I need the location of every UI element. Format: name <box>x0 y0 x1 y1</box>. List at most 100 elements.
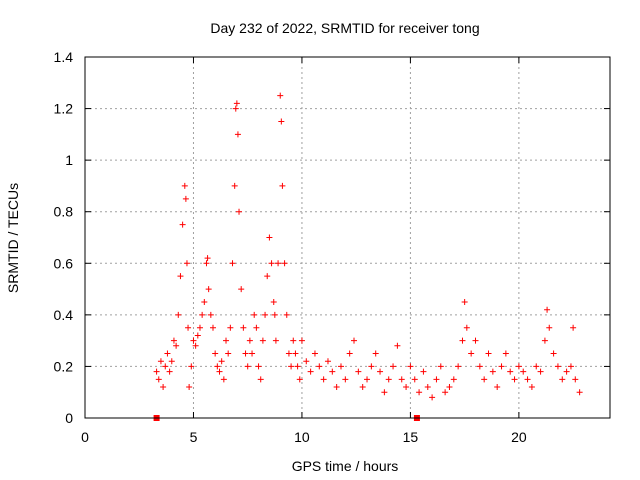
data-point <box>442 389 449 396</box>
data-point <box>249 350 256 357</box>
data-point <box>201 298 208 305</box>
data-point <box>251 311 258 318</box>
data-point <box>463 324 470 331</box>
data-point <box>416 389 423 396</box>
data-point <box>207 311 214 318</box>
plot-frame <box>84 56 611 419</box>
data-point <box>455 363 462 370</box>
data-point <box>283 311 290 318</box>
data-point <box>446 384 453 391</box>
data-point <box>498 363 505 370</box>
data-point <box>570 324 577 331</box>
data-point <box>216 368 223 375</box>
data-point <box>279 182 286 189</box>
y-tick-label: 0.4 <box>54 307 74 323</box>
data-point <box>232 105 239 112</box>
data-point <box>296 376 303 383</box>
data-point <box>429 394 436 401</box>
data-point <box>240 324 247 331</box>
data-point <box>185 324 192 331</box>
data-point <box>324 358 331 365</box>
data-point <box>364 376 371 383</box>
data-points <box>153 92 583 421</box>
x-tick-label: 0 <box>81 429 89 445</box>
data-point <box>377 368 384 375</box>
data-point <box>368 363 375 370</box>
data-point <box>355 368 362 375</box>
data-point <box>153 368 160 375</box>
data-point <box>212 350 219 357</box>
data-point <box>554 363 561 370</box>
data-point <box>420 368 427 375</box>
data-point <box>199 311 206 318</box>
data-point <box>181 182 188 189</box>
data-point <box>567 363 574 370</box>
data-point <box>218 358 225 365</box>
data-point <box>268 260 275 267</box>
data-point <box>257 376 264 383</box>
data-point <box>411 376 418 383</box>
data-point <box>515 363 522 370</box>
data-point <box>160 384 167 391</box>
data-point <box>502 350 509 357</box>
data-point <box>244 363 251 370</box>
data-point <box>238 286 245 293</box>
data-point <box>209 324 216 331</box>
x-tick-label: 20 <box>511 429 527 445</box>
data-point <box>316 363 323 370</box>
data-point <box>346 350 353 357</box>
data-point <box>403 384 410 391</box>
data-point <box>381 389 388 396</box>
x-tick-label: 15 <box>403 429 419 445</box>
data-point <box>205 286 212 293</box>
data-point <box>459 337 466 344</box>
data-point <box>298 337 305 344</box>
data-point <box>489 368 496 375</box>
data-point <box>220 376 227 383</box>
data-point <box>559 376 566 383</box>
data-point <box>203 260 210 267</box>
data-point <box>572 376 579 383</box>
data-point <box>292 350 299 357</box>
data-point <box>192 342 199 349</box>
data-point <box>175 311 182 318</box>
data-point <box>255 363 262 370</box>
data-point <box>266 234 273 241</box>
axis-ticks: 0 0.2 0.4 0.6 0.8 1 1.2 1.4 0 5 10 15 20 <box>54 49 610 445</box>
data-point <box>182 195 189 202</box>
data-point <box>229 260 236 267</box>
data-point <box>544 306 551 313</box>
y-tick-label: 0 <box>65 410 73 426</box>
data-point <box>294 363 301 370</box>
data-point <box>177 273 184 280</box>
data-point <box>242 350 249 357</box>
data-point <box>272 337 279 344</box>
data-point <box>236 208 243 215</box>
data-point <box>450 376 457 383</box>
grid-lines <box>85 57 610 418</box>
data-point <box>285 350 292 357</box>
data-point <box>281 260 288 267</box>
x-axis-label: GPS time / hours <box>292 458 399 474</box>
data-point <box>183 260 190 267</box>
data-point <box>196 324 203 331</box>
data-point <box>190 337 197 344</box>
data-point <box>227 324 234 331</box>
data-point <box>170 337 177 344</box>
data-point <box>186 384 193 391</box>
data-point <box>264 273 271 280</box>
data-point <box>278 118 285 125</box>
data-point <box>162 363 169 370</box>
data-point <box>563 368 570 375</box>
data-point <box>494 384 501 391</box>
data-point <box>433 376 440 383</box>
data-point <box>262 311 269 318</box>
data-point <box>271 311 278 318</box>
data-point <box>204 255 211 262</box>
data-point <box>329 368 336 375</box>
data-point <box>179 221 186 228</box>
data-point <box>437 363 444 370</box>
data-point <box>576 389 583 396</box>
data-point <box>372 350 379 357</box>
